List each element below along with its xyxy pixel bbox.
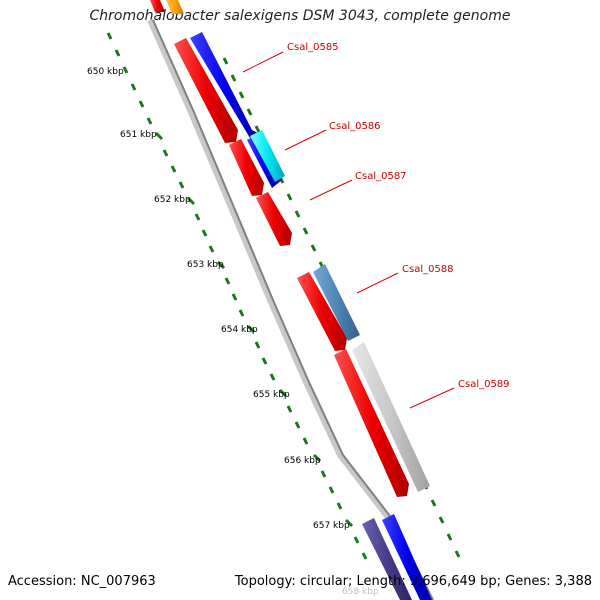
tick-labels: 650 kbp 651 kbp 652 kbp 653 kbp 654 kbp … bbox=[87, 67, 379, 597]
gene-feature-red[interactable] bbox=[334, 349, 409, 497]
gene-feature-cyan[interactable] bbox=[250, 130, 285, 182]
tick-label: 654 kbp bbox=[221, 325, 258, 335]
tick-label: 658 kbp bbox=[342, 587, 379, 597]
gene-feature-red[interactable] bbox=[174, 38, 238, 143]
gene-feature-purple[interactable] bbox=[362, 518, 412, 600]
map-title: Chromohalobacter salexigens DSM 3043, co… bbox=[89, 8, 511, 24]
gene-features bbox=[150, 0, 432, 600]
gene-feature-orange[interactable] bbox=[166, 0, 184, 14]
label-leaders bbox=[242, 51, 455, 409]
gene-label-csal-0589[interactable]: Csal_0589 bbox=[458, 379, 510, 390]
gene-labels: Csal_0585 Csal_0586 Csal_0587 Csal_0588 … bbox=[287, 42, 510, 390]
accession-value: NC_007963 bbox=[80, 574, 156, 589]
gene-label-csal-0588[interactable]: Csal_0588 bbox=[402, 264, 454, 275]
tick-label: 651 kbp bbox=[120, 130, 157, 140]
gene-feature-blue-bottom[interactable] bbox=[382, 514, 432, 600]
gene-feature-blue[interactable] bbox=[190, 32, 262, 138]
topology-info: Topology: circular; Length: 3,696,649 bp… bbox=[234, 574, 592, 589]
gene-feature-gray[interactable] bbox=[352, 342, 430, 492]
backbone-line bbox=[147, 18, 433, 600]
gene-feature-steelblue[interactable] bbox=[313, 264, 360, 341]
accession-label: Accession: bbox=[8, 574, 77, 589]
gene-feature-red-top[interactable] bbox=[150, 0, 165, 12]
backbone-line-shadow bbox=[152, 19, 434, 600]
tick-label: 650 kbp bbox=[87, 67, 124, 77]
inner-tick-track bbox=[106, 32, 368, 560]
tick-label: 652 kbp bbox=[154, 195, 191, 205]
accession-info: Accession: NC_007963 bbox=[8, 574, 156, 589]
gene-label-csal-0586[interactable]: Csal_0586 bbox=[329, 121, 381, 132]
tick-label: 653 kbp bbox=[187, 260, 224, 270]
gene-feature-red[interactable] bbox=[229, 139, 264, 196]
gene-label-csal-0587[interactable]: Csal_0587 bbox=[355, 171, 407, 182]
gene-feature-red[interactable] bbox=[297, 272, 347, 351]
gene-feature-red[interactable] bbox=[256, 192, 292, 246]
gene-label-csal-0585[interactable]: Csal_0585 bbox=[287, 42, 339, 53]
tick-label: 657 kbp bbox=[313, 521, 350, 531]
tick-label: 656 kbp bbox=[284, 456, 321, 466]
tick-label: 655 kbp bbox=[253, 390, 290, 400]
